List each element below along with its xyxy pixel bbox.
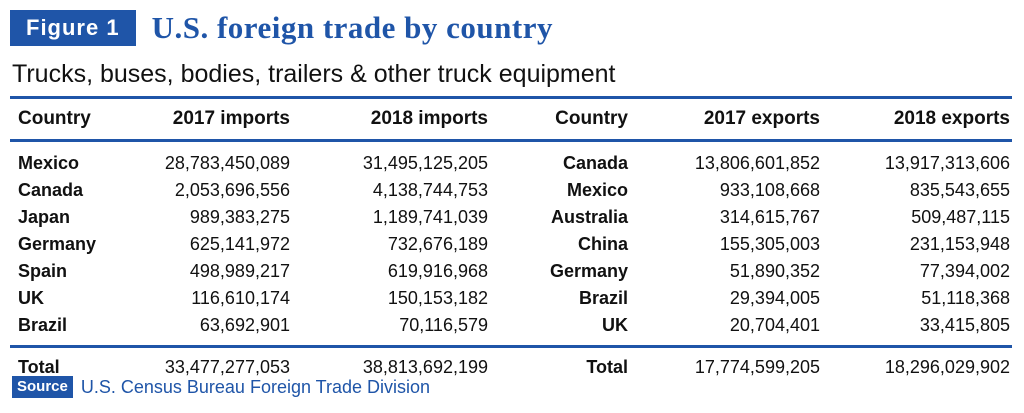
exports-2017-cell: 933,108,668	[719, 180, 820, 200]
source-footer: Source U.S. Census Bureau Foreign Trade …	[12, 376, 430, 398]
chart-title: U.S. foreign trade by country	[151, 10, 553, 45]
exports-2018-cell: 835,543,655	[909, 180, 1010, 200]
header-cell: 2018 imports	[370, 108, 488, 129]
imports-2018-cell: 70,116,579	[399, 315, 488, 335]
imports-2017-cell: 63,692,901	[199, 315, 290, 335]
table-top-rule	[10, 96, 1012, 99]
imports-2017-cell: 2,053,696,556	[174, 180, 290, 200]
exports-2018-cell: 509,487,115	[911, 207, 1010, 227]
exports-2018-cell: 13,917,313,606	[884, 153, 1010, 173]
header-cell: 2018 exports	[893, 108, 1010, 129]
imports-2018-cell: 1,189,741,039	[372, 207, 488, 227]
figure-header: Figure 1 U.S. foreign trade by country	[10, 8, 553, 48]
imports-2018-cell: 732,676,189	[387, 234, 488, 254]
table-row: Mexico 28,783,450,089 31,495,125,205 Canada…	[10, 150, 1012, 177]
table-row: Canada 2,053,696,556 4,138,744,753 Mexico 93…	[10, 177, 1012, 204]
total-export-country-cell: Total	[586, 356, 628, 377]
imports-2017-cell: 28,783,450,089	[164, 153, 290, 173]
imports-2017-cell: 625,141,972	[189, 234, 290, 254]
imports-2017-cell: 116,610,174	[191, 288, 290, 308]
figure-label: Figure 1	[10, 10, 136, 46]
export-country-cell: Mexico	[566, 180, 628, 200]
table-body: Mexico 28,783,450,089 31,495,125,205 Canada…	[10, 142, 1012, 339]
import-country-cell: Canada	[18, 180, 84, 200]
imports-2018-cell: 619,916,968	[387, 261, 488, 281]
imports-2018-cell: 150,153,182	[387, 288, 488, 308]
table-row: Japan 989,383,275 1,189,741,039 Australia 31…	[10, 204, 1012, 231]
table-row: UK 116,610,174 150,153,182 Brazil 29,394,005…	[10, 285, 1012, 312]
export-country-cell: Australia	[550, 207, 628, 227]
exports-2018-cell: 33,415,805	[919, 315, 1010, 335]
exports-2017-cell: 51,890,352	[729, 261, 820, 281]
import-country-cell: Germany	[18, 234, 97, 254]
export-country-cell: UK	[602, 315, 628, 335]
import-country-cell: Brazil	[18, 315, 68, 335]
import-country-cell: Spain	[18, 261, 68, 281]
export-country-cell: Brazil	[578, 288, 628, 308]
exports-2018-cell: 77,394,002	[919, 261, 1010, 281]
chart-subtitle: Trucks, buses, bodies, trailers & other …	[12, 60, 616, 88]
imports-2018-cell: 31,495,125,205	[362, 153, 488, 173]
source-tag: Source	[12, 376, 73, 398]
header-cell: 2017 imports	[172, 108, 290, 129]
total-imports-2017-cell: 33,477,277,053	[164, 356, 290, 377]
exports-2018-cell: 51,118,368	[921, 288, 1010, 308]
import-country-cell: Mexico	[18, 153, 80, 173]
export-country-cell: China	[577, 234, 628, 254]
imports-2018-cell: 4,138,744,753	[372, 180, 488, 200]
total-imports-2018-cell: 38,813,692,199	[362, 356, 488, 377]
trade-table: Country 2017 imports 2018 imports Countr…	[10, 96, 1012, 384]
header-cell: Country	[18, 108, 91, 129]
header-cell: 2017 exports	[703, 108, 820, 129]
table-row: Germany 625,141,972 732,676,189 China 155,30…	[10, 231, 1012, 258]
exports-2017-cell: 314,615,767	[719, 207, 820, 227]
imports-2017-cell: 989,383,275	[189, 207, 290, 227]
exports-2017-cell: 155,305,003	[719, 234, 820, 254]
export-country-cell: Germany	[549, 261, 628, 281]
import-country-cell: UK	[18, 288, 44, 308]
total-exports-2017-cell: 17,774,599,205	[694, 356, 820, 377]
table-row: Spain 498,989,217 619,916,968 Germany 51,890…	[10, 258, 1012, 285]
exports-2018-cell: 231,153,948	[909, 234, 1010, 254]
source-text: U.S. Census Bureau Foreign Trade Divisio…	[80, 376, 431, 397]
exports-2017-cell: 13,806,601,852	[694, 153, 820, 173]
header-rule	[10, 139, 1012, 142]
export-country-cell: Canada	[562, 153, 628, 173]
imports-2017-cell: 498,989,217	[189, 261, 290, 281]
table-header-row: Country 2017 imports 2018 imports Countr…	[10, 99, 1012, 139]
header-cell: Country	[555, 108, 628, 129]
total-rule	[10, 345, 1012, 348]
table-total-row: Total 33,477,277,053 38,813,692,199 Total 17…	[10, 350, 1012, 384]
table-row: Brazil 63,692,901 70,116,579 UK 20,704,401 33…	[10, 312, 1012, 339]
total-exports-2018-cell: 18,296,029,902	[884, 356, 1010, 377]
total-import-country-cell: Total	[18, 356, 60, 377]
import-country-cell: Japan	[18, 207, 71, 227]
exports-2017-cell: 29,394,005	[729, 288, 820, 308]
exports-2017-cell: 20,704,401	[729, 315, 820, 335]
